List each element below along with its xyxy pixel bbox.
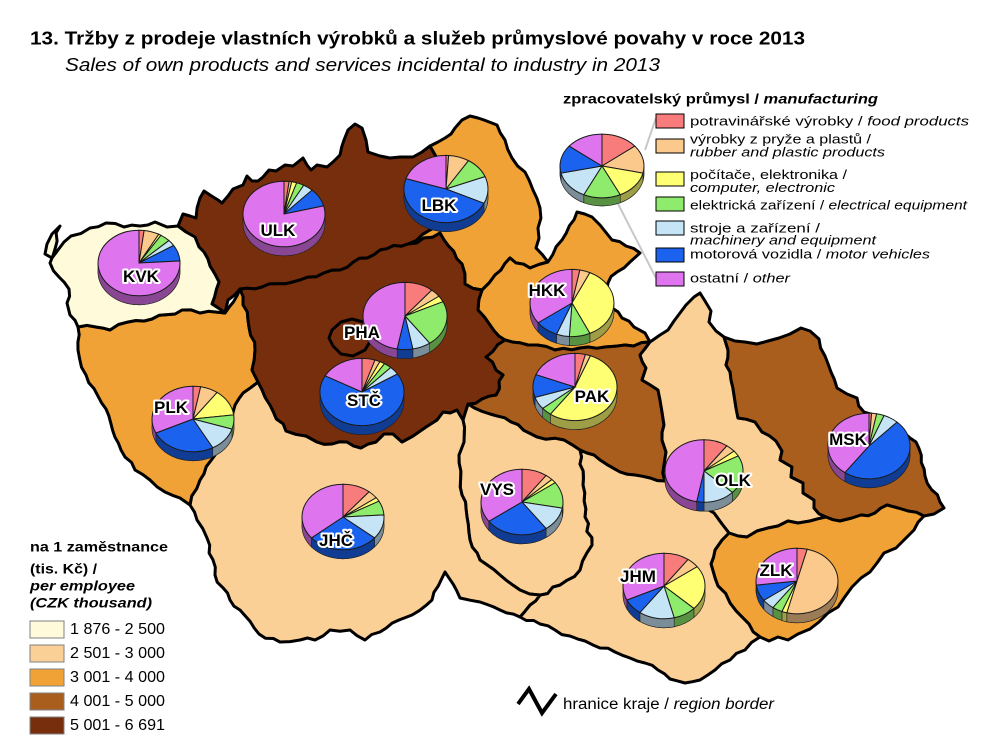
svg-text:stroje a zařízení /: stroje a zařízení / [690,221,820,236]
svg-text:ostatní / other: ostatní / other [690,271,791,286]
svg-text:PLK: PLK [154,398,189,417]
svg-text:potravinářské výrobky / food p: potravinářské výrobky / food products [690,114,970,129]
svg-text:13. Tržby z prodeje vlastních: 13. Tržby z prodeje vlastních výrobků a … [30,29,805,49]
svg-text:LBK: LBK [422,196,458,215]
svg-text:machinery and equipment: machinery and equipment [690,233,878,248]
svg-text:(CZK thousand): (CZK thousand) [30,595,152,611]
svg-text:HKK: HKK [529,281,567,300]
svg-text:VYS: VYS [480,480,514,499]
svg-text:PAK: PAK [575,387,610,406]
svg-text:elektrická zařízení / electric: elektrická zařízení / electrical equipme… [690,198,969,213]
svg-text:(tis. Kč) /: (tis. Kč) / [30,561,97,577]
svg-text:Sales of own products and serv: Sales of own products and services incid… [65,55,660,75]
svg-text:KVK: KVK [123,267,160,286]
svg-text:motorová vozidla / motor vehic: motorová vozidla / motor vehicles [690,247,931,262]
svg-text:5 001 - 6 691: 5 001 - 6 691 [70,717,165,734]
svg-text:2 501 - 3 000: 2 501 - 3 000 [70,645,165,662]
svg-text:3 001 - 4 000: 3 001 - 4 000 [70,669,165,686]
svg-text:4 001 - 5 000: 4 001 - 5 000 [70,693,165,710]
svg-text:výrobky z pryže a plastů /: výrobky z pryže a plastů / [690,132,871,147]
svg-text:zpracovatelský průmysl / manuf: zpracovatelský průmysl / manufacturing [563,91,879,107]
svg-text:rubber and plastic products: rubber and plastic products [690,145,886,160]
svg-text:OLK: OLK [715,471,752,490]
svg-text:JHČ: JHČ [319,531,353,550]
svg-text:hranice kraje / region border: hranice kraje / region border [563,696,775,713]
svg-text:1 876 - 2 500: 1 876 - 2 500 [70,621,165,638]
svg-text:ULK: ULK [261,221,297,240]
svg-text:JHM: JHM [620,567,656,586]
svg-text:per employee: per employee [29,578,135,594]
svg-text:ZLK: ZLK [759,561,793,580]
svg-text:MSK: MSK [829,430,868,449]
svg-text:na 1 zaměstnance: na 1 zaměstnance [30,539,168,555]
svg-text:počítače, elektronika /: počítače, elektronika / [690,167,847,182]
svg-text:STČ: STČ [347,391,381,410]
svg-text:computer, electronic: computer, electronic [690,180,836,195]
svg-text:PHA: PHA [344,323,380,342]
